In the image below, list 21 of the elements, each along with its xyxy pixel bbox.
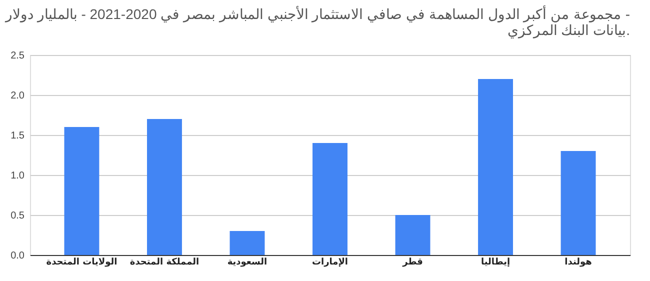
y-tick-label: 0.0 [10, 250, 25, 262]
x-tick-label: السعودية [227, 258, 268, 268]
x-tick-label: الإمارات [312, 258, 348, 268]
bar [312, 143, 348, 255]
y-tick-label: 0.5 [10, 210, 25, 222]
x-tick-label: إيطاليا [480, 258, 510, 268]
chart-title: مجموعة من أكبر الدول المساهمة في صافي الاستثمار الأجنبي المباشر بمصر في 2020-2021 - بالمليار دولار - بيانات البنك المركزي. [4, 4, 630, 39]
y-tick-label: 2.0 [10, 90, 25, 102]
bar [395, 215, 430, 255]
x-tick-label: الولايات المتحدة [46, 258, 118, 268]
x-tick-label: هولندا [564, 258, 592, 268]
bar [64, 127, 100, 255]
x-tick-label: قطر [402, 258, 423, 268]
bar [230, 231, 265, 255]
y-tick-label: 1.5 [10, 130, 25, 142]
bar [147, 119, 182, 255]
x-tick-label: المملكة المتحدة [130, 258, 200, 268]
bar [560, 151, 596, 255]
bar [478, 79, 513, 255]
y-tick-label: 1.0 [10, 170, 25, 182]
y-tick-label: 2.5 [10, 50, 25, 62]
